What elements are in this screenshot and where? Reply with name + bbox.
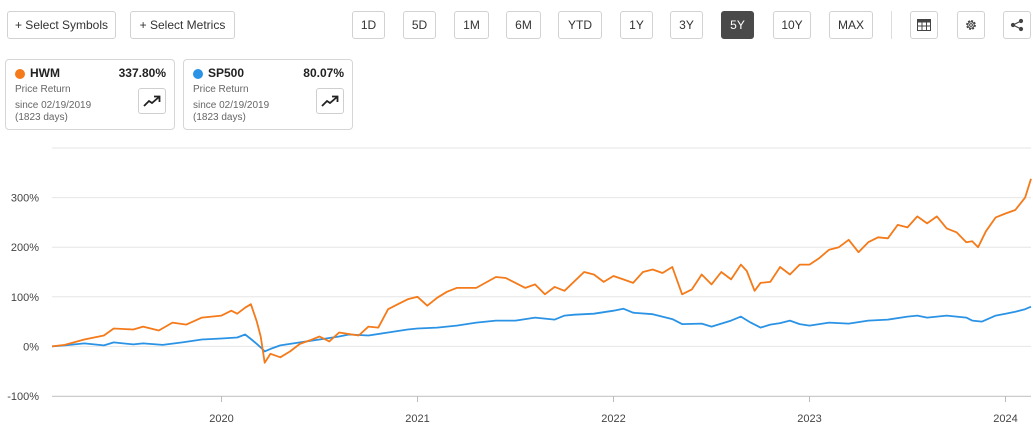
- card-symbol: HWM: [30, 66, 60, 80]
- x-tick-label: 2021: [405, 413, 429, 425]
- y-tick-label: 100%: [11, 292, 39, 304]
- share-icon: [1010, 18, 1024, 32]
- card-return-value: 80.07%: [303, 66, 344, 80]
- card-symbol: SP500: [208, 66, 245, 80]
- table-icon: [917, 19, 931, 31]
- x-tick-label: 2022: [601, 413, 625, 425]
- range-5y-button[interactable]: 5Y: [721, 11, 754, 39]
- range-max-button[interactable]: MAX: [829, 11, 873, 39]
- price-return-chart[interactable]: -100% 0% 100% 200% 300% 2020 2021 2022 2023 2024: [0, 140, 1033, 431]
- card-return-value: 337.80%: [118, 66, 166, 80]
- toolbar-divider: [891, 11, 892, 39]
- table-view-button[interactable]: [910, 11, 938, 39]
- card-days-count: (1823 days): [193, 112, 246, 123]
- card-since-date: since 02/19/2019: [15, 100, 92, 111]
- card-metric-label: Price Return: [15, 84, 71, 95]
- range-1d-button[interactable]: 1D: [352, 11, 385, 39]
- range-3y-button[interactable]: 3Y: [670, 11, 703, 39]
- trend-up-icon: [143, 95, 161, 107]
- range-5d-button[interactable]: 5D: [403, 11, 436, 39]
- range-10y-button[interactable]: 10Y: [773, 11, 811, 39]
- card-metric-label: Price Return: [193, 84, 249, 95]
- y-tick-label: -100%: [7, 391, 39, 403]
- select-symbols-button[interactable]: + Select Symbols: [7, 11, 116, 39]
- range-1y-button[interactable]: 1Y: [620, 11, 653, 39]
- series-color-dot: [193, 69, 203, 79]
- x-tick-label: 2020: [209, 413, 233, 425]
- series-line-hwm[interactable]: [51, 178, 1032, 364]
- card-days-count: (1823 days): [15, 112, 68, 123]
- legend-card-sp500[interactable]: SP500 80.07% Price Return since 02/19/20…: [183, 59, 353, 130]
- y-axis-ticks: -100% 0% 100% 200% 300%: [7, 193, 39, 403]
- settings-button[interactable]: [957, 11, 985, 39]
- range-ytd-button[interactable]: YTD: [558, 11, 602, 39]
- card-since-date: since 02/19/2019: [193, 100, 270, 111]
- series-lines: [51, 178, 1032, 364]
- trend-chart-button[interactable]: [316, 88, 344, 114]
- range-6m-button[interactable]: 6M: [506, 11, 541, 39]
- range-1m-button[interactable]: 1M: [454, 11, 489, 39]
- y-tick-label: 300%: [11, 193, 39, 205]
- trend-chart-button[interactable]: [138, 88, 166, 114]
- x-axis-ticks: 2020 2021 2022 2023 2024: [209, 396, 1018, 425]
- x-tick-label: 2023: [797, 413, 821, 425]
- x-tick-label: 2024: [993, 413, 1017, 425]
- y-tick-label: 200%: [11, 242, 39, 254]
- gridlines: [52, 147, 1031, 397]
- y-tick-label: 0%: [23, 341, 39, 353]
- series-color-dot: [15, 69, 25, 79]
- gear-icon: [966, 20, 976, 30]
- legend-card-hwm[interactable]: HWM 337.80% Price Return since 02/19/201…: [5, 59, 175, 130]
- share-button[interactable]: [1003, 11, 1031, 39]
- series-line-sp500[interactable]: [51, 305, 1032, 353]
- select-metrics-button[interactable]: + Select Metrics: [130, 11, 235, 39]
- trend-up-icon: [321, 95, 339, 107]
